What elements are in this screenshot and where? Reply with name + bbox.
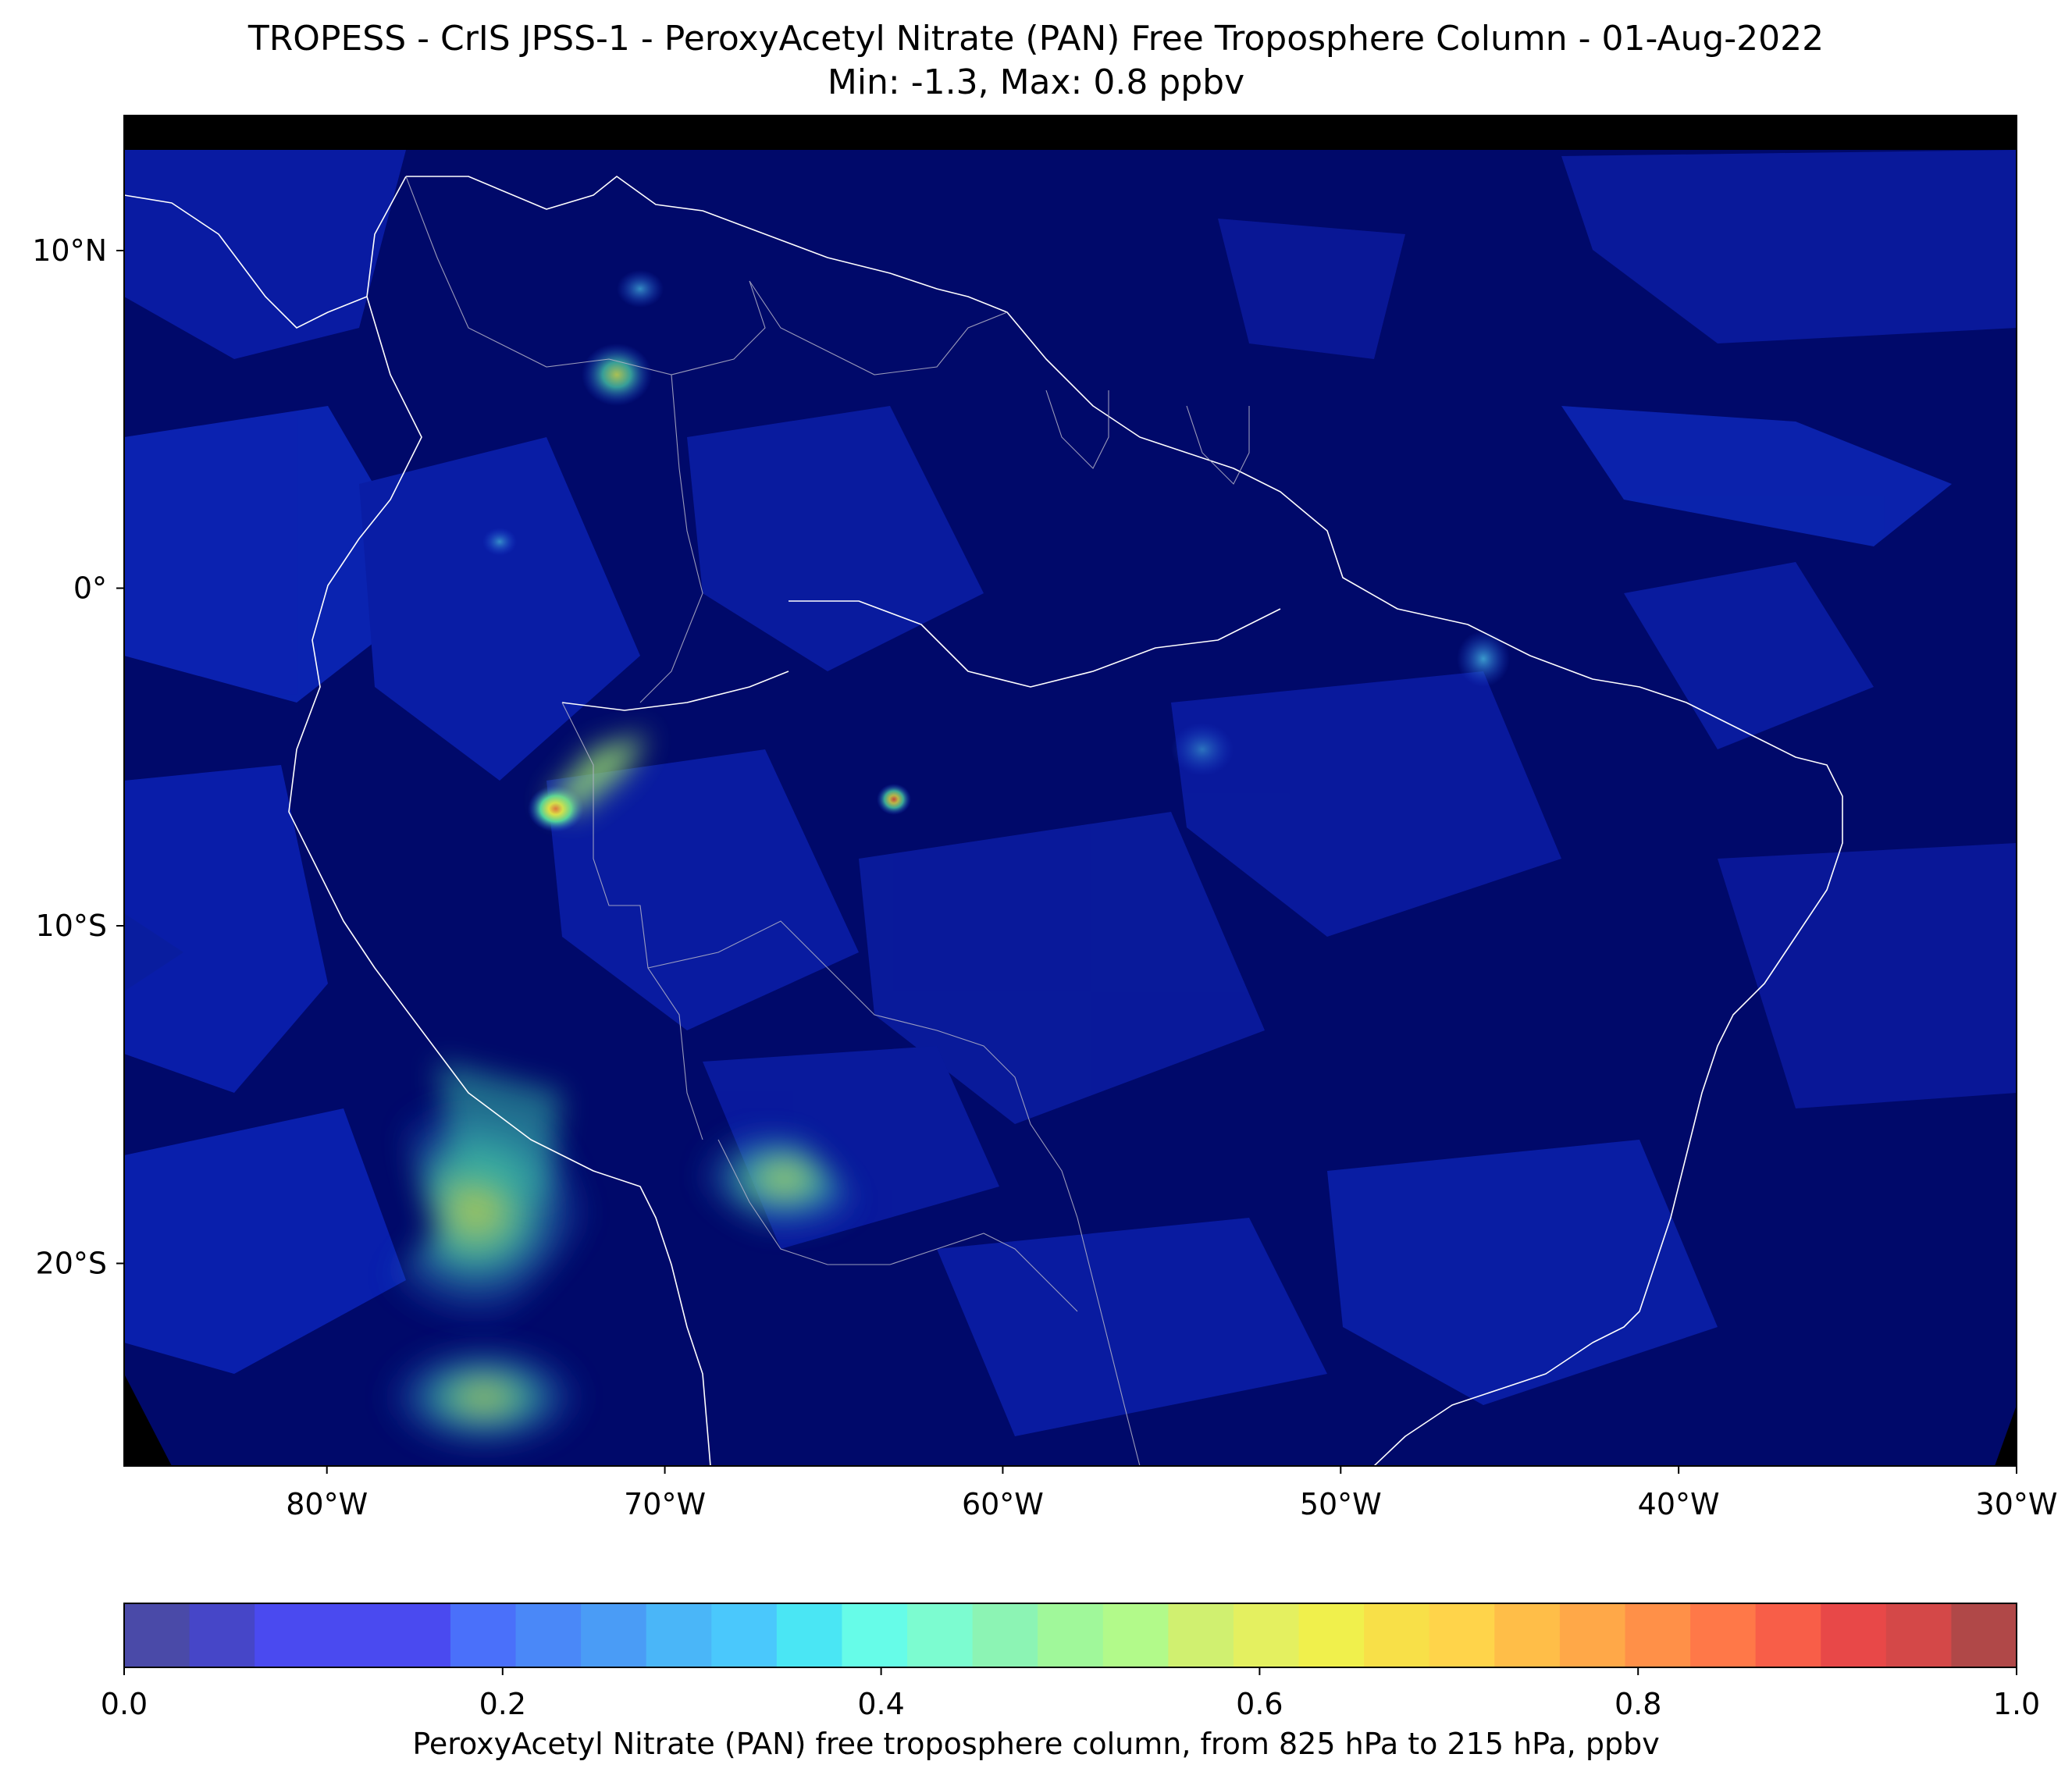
hotspot-ecuador bbox=[482, 528, 517, 556]
country-borders bbox=[405, 176, 1250, 1466]
plume-peru-amazon bbox=[546, 734, 648, 812]
colorbar bbox=[124, 1603, 2017, 1667]
plume-bolivia bbox=[695, 1124, 874, 1233]
lon-tick-label: 50°W bbox=[1300, 1487, 1382, 1521]
amazon-river bbox=[789, 600, 1281, 688]
colorbar-segment bbox=[1885, 1603, 1953, 1667]
colorbar-tick-label: 1.0 bbox=[1993, 1687, 2040, 1721]
nodata-bottom-right bbox=[1995, 1405, 2017, 1466]
colorbar-segment bbox=[1494, 1603, 1561, 1667]
hotspots bbox=[359, 270, 1510, 1452]
plume-chile-south bbox=[383, 1343, 586, 1452]
colorbar-segment bbox=[1429, 1603, 1495, 1667]
colorbar-segment bbox=[646, 1603, 712, 1667]
colorbar-segment bbox=[319, 1603, 386, 1667]
map-frame bbox=[123, 115, 2017, 1467]
colorbar-segment bbox=[255, 1603, 321, 1667]
background-field bbox=[124, 150, 2017, 1436]
colorbar-segment bbox=[776, 1603, 843, 1667]
lat-tick-label: 10°N bbox=[32, 233, 107, 268]
colorbar-ticks: 0.0 0.2 0.4 0.6 0.8 1.0 bbox=[101, 1667, 2040, 1721]
colorbar-segment bbox=[515, 1603, 582, 1667]
amazon-river-west bbox=[561, 671, 789, 711]
map-subtitle: Min: -1.3, Max: 0.8 ppbv bbox=[827, 62, 1245, 102]
colorbar-segment bbox=[1625, 1603, 1691, 1667]
colorbar-tick-label: 0.4 bbox=[857, 1687, 904, 1721]
colorbar-segment bbox=[189, 1603, 255, 1667]
colorbar-segment bbox=[1364, 1603, 1430, 1667]
hotspot-maranhao bbox=[1457, 631, 1510, 687]
colorbar-segment bbox=[1233, 1603, 1300, 1667]
coastline-central-america bbox=[124, 194, 368, 329]
plume-peru-band bbox=[437, 1062, 562, 1202]
lon-tick-label: 70°W bbox=[624, 1487, 706, 1521]
colorbar-segment bbox=[1298, 1603, 1365, 1667]
hotspot-rondonia bbox=[877, 784, 911, 815]
coastlines bbox=[124, 176, 1843, 1466]
colorbar-segment bbox=[385, 1603, 451, 1667]
colorbar-segment bbox=[1755, 1603, 1821, 1667]
map-title: TROPESS - CrIS JPSS-1 - PeroxyAcetyl Nit… bbox=[247, 19, 1825, 59]
colorbar-segment bbox=[972, 1603, 1038, 1667]
colorbar-segment bbox=[450, 1603, 517, 1667]
coastline-south-america bbox=[406, 176, 1843, 1466]
colorbar-tick-label: 0.6 bbox=[1236, 1687, 1283, 1721]
coastline-pacific bbox=[288, 176, 711, 1466]
colorbar-label: PeroxyAcetyl Nitrate (PAN) free troposph… bbox=[412, 1727, 1660, 1761]
colorbar-frame bbox=[123, 1603, 2017, 1668]
hotspot-para bbox=[1171, 723, 1234, 776]
colorbar-segment bbox=[1821, 1603, 1887, 1667]
nodata-top-strip bbox=[124, 116, 2017, 150]
hotspot-venezuela bbox=[617, 270, 664, 308]
lat-tick-label: 0° bbox=[73, 571, 107, 606]
colorbar-segment bbox=[1559, 1603, 1626, 1667]
lon-axis: 80°W 70°W 60°W 50°W 40°W 30°W bbox=[286, 1466, 2057, 1521]
colorbar-tick-label: 0.8 bbox=[1615, 1687, 1661, 1721]
lat-tick-label: 20°S bbox=[36, 1247, 107, 1281]
colorbar-segment bbox=[581, 1603, 647, 1667]
colorbar-segment bbox=[711, 1603, 778, 1667]
colorbar-segment bbox=[1951, 1603, 2017, 1667]
colorbar-segment bbox=[1102, 1603, 1169, 1667]
colorbar-segment bbox=[1690, 1603, 1757, 1667]
hotspot-colombia bbox=[582, 343, 652, 406]
lat-axis: 10°N 0° 10°S 20°S bbox=[32, 233, 124, 1281]
colorbar-segment bbox=[842, 1603, 908, 1667]
lon-tick-label: 80°W bbox=[286, 1487, 368, 1521]
lon-tick-label: 30°W bbox=[1976, 1487, 2058, 1521]
colorbar-tick-label: 0.2 bbox=[479, 1687, 526, 1721]
colorbar-segment bbox=[907, 1603, 974, 1667]
nodata-bottom-left bbox=[124, 1374, 172, 1466]
colorbar-segment bbox=[1038, 1603, 1104, 1667]
colorbar-segment bbox=[124, 1603, 190, 1667]
lon-tick-label: 40°W bbox=[1638, 1487, 1720, 1521]
colorbar-tick-label: 0.0 bbox=[101, 1687, 148, 1721]
lon-tick-label: 60°W bbox=[962, 1487, 1044, 1521]
colorbar-segment bbox=[1168, 1603, 1234, 1667]
lat-tick-label: 10°S bbox=[36, 909, 107, 943]
